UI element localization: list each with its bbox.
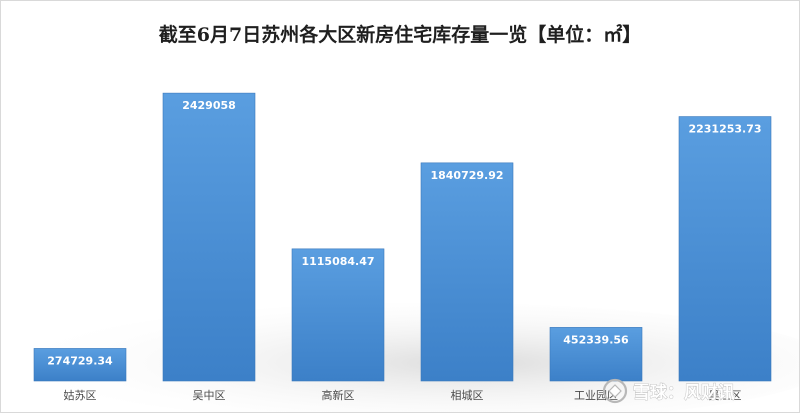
bar [291,248,385,382]
x-tick-label: 姑苏区 [64,389,97,402]
snowball-logo-icon [602,378,628,404]
bar-value-label: 2231253.73 [688,123,761,136]
watermark: 雪球：风财讯 [602,378,735,404]
bar [420,162,514,382]
x-tick-label: 吴中区 [193,389,226,402]
x-tick-label: 高新区 [322,388,355,402]
bar-value-label: 452339.56 [563,333,629,346]
bar [678,116,772,382]
bar-value-label: 2429058 [182,99,236,112]
bar [33,348,127,382]
bar [162,92,256,382]
x-tick-label: 吴江区 [709,389,742,402]
bar-value-label: 274729.34 [47,354,113,367]
chart-title: 截至6月7日苏州各大区新房住宅库存量一览【单位：㎡】 [159,23,641,46]
bars: 274729.34 姑苏区 2429058 吴中区 1115084.47 高新区 18407… [33,92,772,402]
bar [549,327,643,382]
bar-value-label: 1115084.47 [301,255,374,268]
watermark-text: 雪球：风财讯 [633,382,735,403]
bar-value-label: 1840729.92 [430,169,503,182]
x-tick-label: 相城区 [451,389,484,402]
